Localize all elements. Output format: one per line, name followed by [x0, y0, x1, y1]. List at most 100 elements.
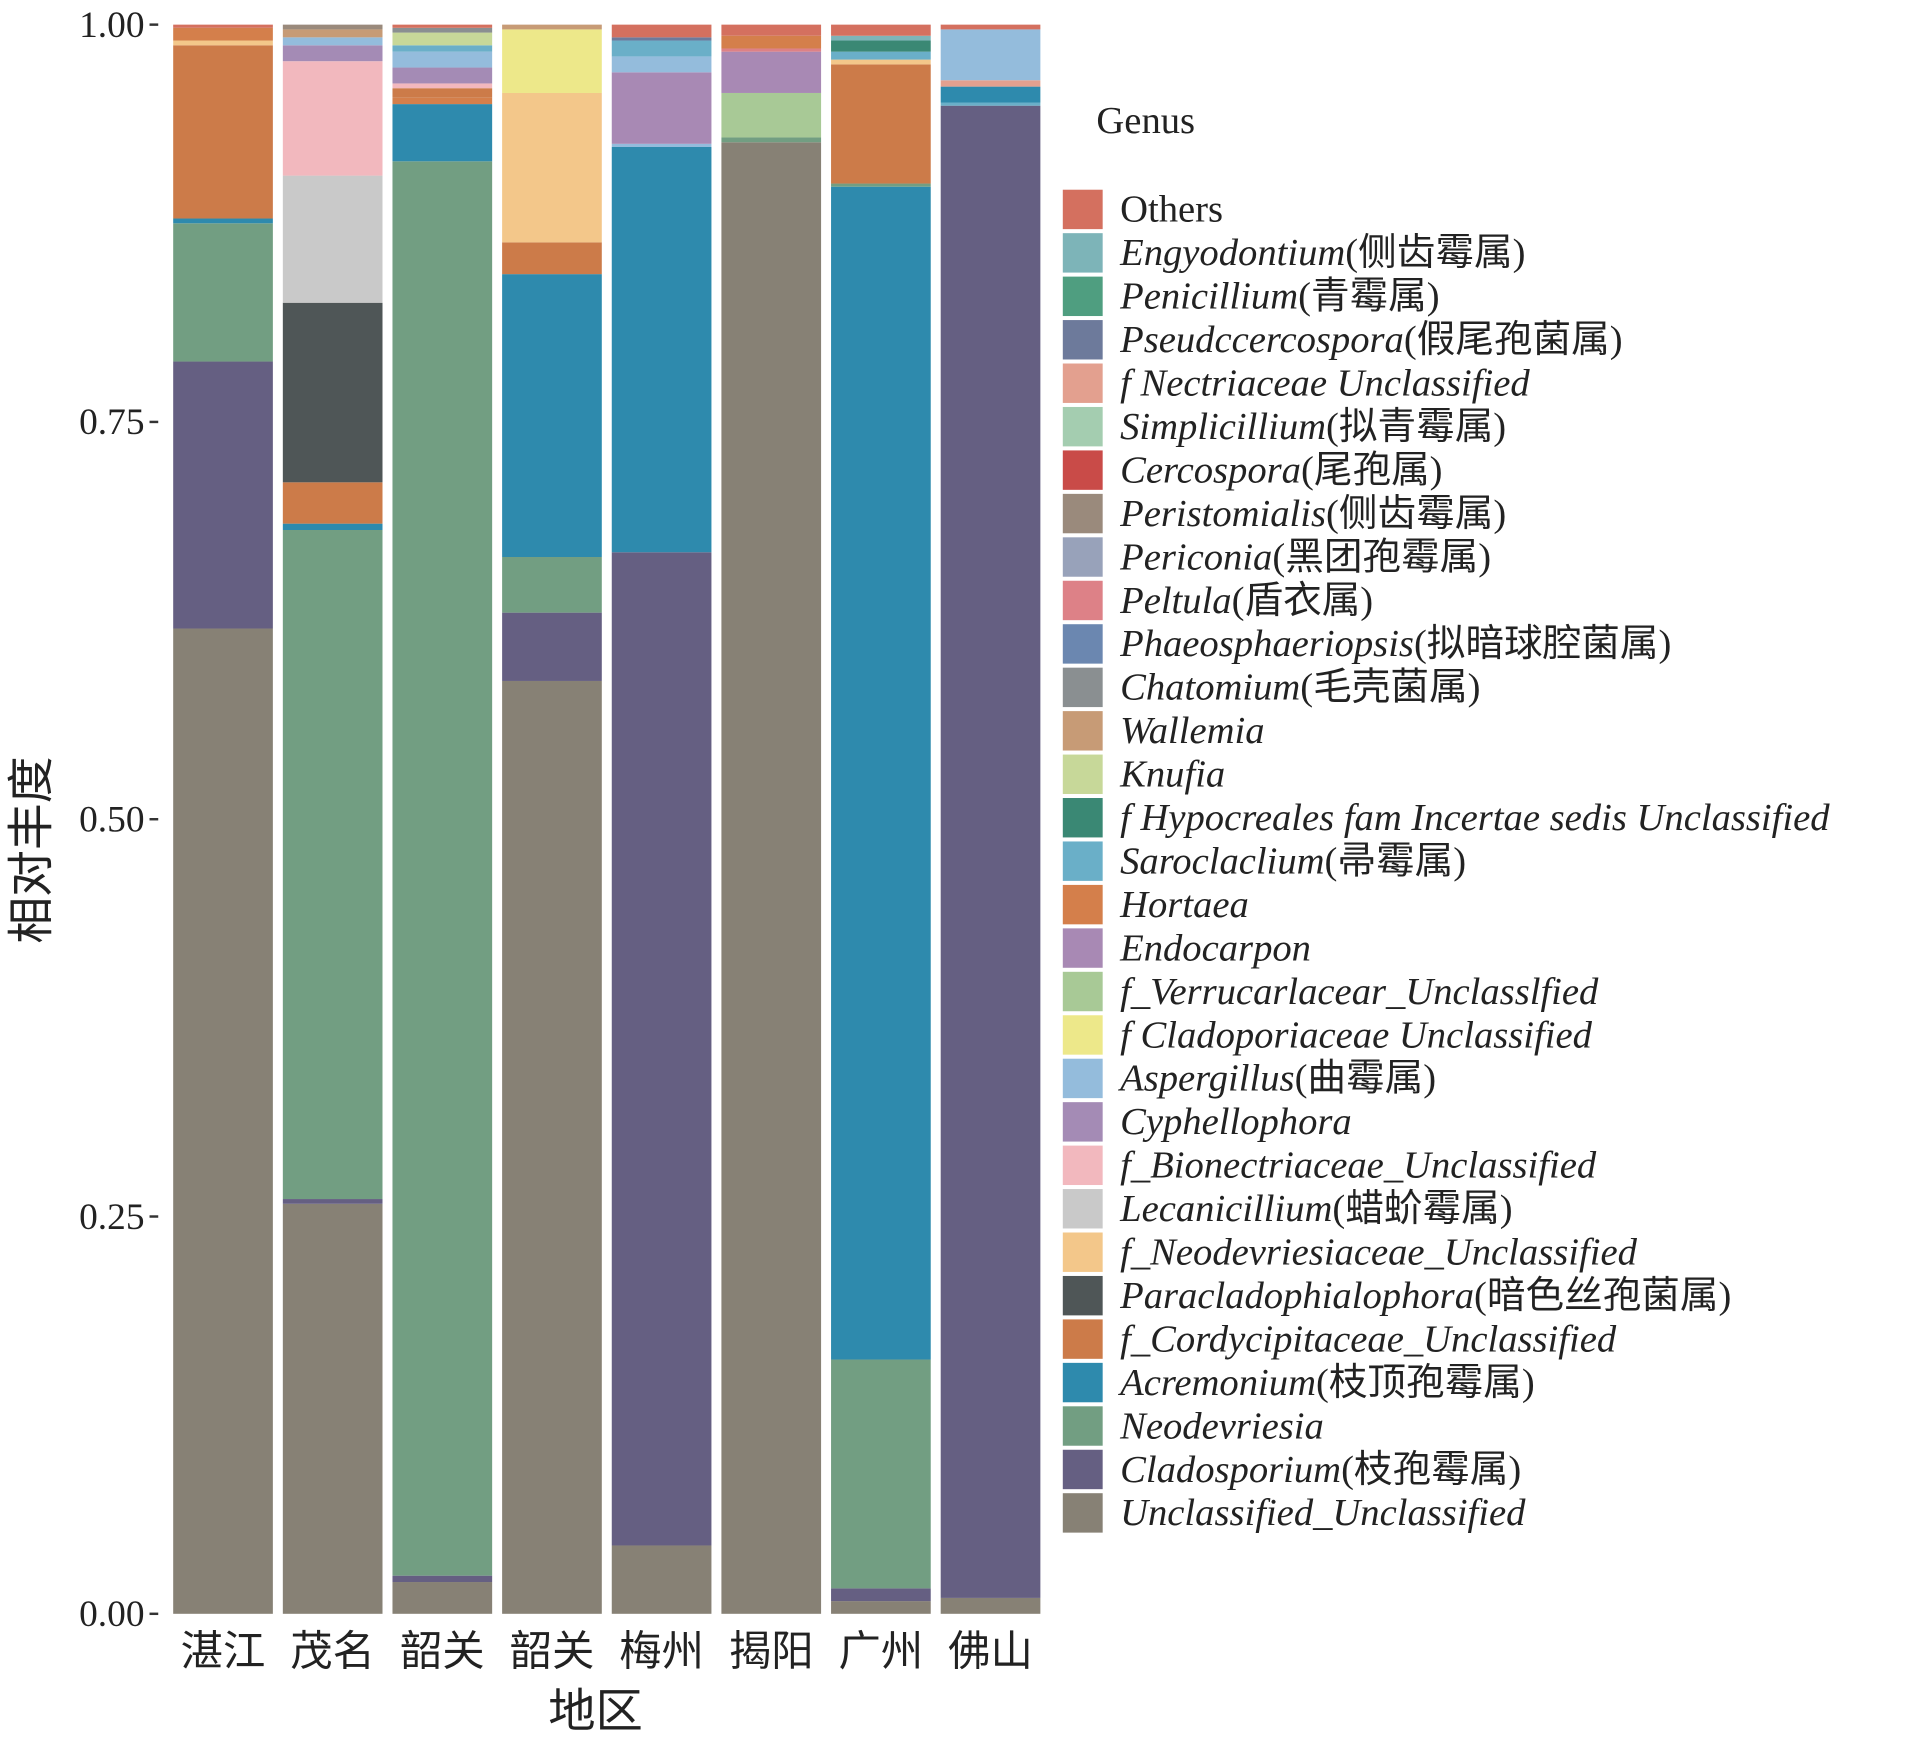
legend-label-latin: Aspergillus	[1117, 1058, 1294, 1100]
bar-segment-aspergillus	[282, 37, 383, 46]
legend-label-latin: Peristomialis	[1119, 493, 1326, 535]
legend-label-latin: Cladosporium	[1120, 1449, 1341, 1491]
legend-label: Simplicillium(拟青霉属)	[1120, 406, 1506, 448]
bar-segment-neodevriesia	[831, 183, 931, 187]
legend-label: Peristomialis(侧齿霉属)	[1119, 493, 1506, 535]
bar-3	[502, 24, 602, 1614]
bar-segment-hortaea	[392, 97, 493, 105]
legend-item: f_Verrucarlacear_Unclasslfied	[1062, 971, 1599, 1013]
legend-label-latin: Paracladophialophora	[1119, 1275, 1474, 1317]
bar-6	[831, 24, 931, 1614]
legend-item: Simplicillium(拟青霉属)	[1062, 406, 1506, 448]
legend-item: Neodevriesia	[1062, 1406, 1324, 1448]
bar-segment-aspergillus	[611, 143, 712, 148]
legend-label-latin: Saroclaclium	[1120, 841, 1324, 883]
legend-swatch	[1062, 884, 1103, 925]
bar-segment-acremonium	[502, 274, 602, 558]
legend-label-plain: (帚霉属)	[1325, 841, 1467, 883]
x-tick-label: 湛江	[181, 1629, 266, 1676]
legend-swatch	[1062, 1102, 1103, 1142]
legend-item: f Nectriaceae Unclassified	[1062, 363, 1530, 405]
bar-segment-others	[940, 24, 1041, 30]
legend-label-latin: Hortaea	[1119, 884, 1249, 926]
bar-segment-neodevriesia	[831, 1359, 931, 1589]
bar-segment-aspergillus	[392, 51, 493, 68]
legend-label-plain: (盾衣属)	[1232, 580, 1374, 622]
bar-segment-others	[173, 24, 273, 28]
legend-label: Phaeosphaeriopsis(拟暗球腔菌属)	[1119, 623, 1671, 665]
legend-swatch	[1062, 537, 1103, 577]
bar-segment-unclassified	[831, 1601, 931, 1614]
legend-swatch	[1062, 1189, 1103, 1229]
legend-label: Periconia(黑团孢霉属)	[1119, 537, 1491, 579]
legend-label-plain: (毛壳菌属)	[1300, 667, 1480, 709]
legend-swatch	[1062, 363, 1103, 403]
bar-segment-saroclaclium	[940, 102, 1041, 106]
bar-segment-unclassified	[940, 1597, 1041, 1614]
bar-segment-wallemia	[282, 29, 383, 38]
legend-label: Cercospora(尾孢属)	[1120, 450, 1442, 492]
legend-swatch	[1062, 841, 1103, 881]
legend-label: Hortaea	[1119, 884, 1249, 926]
legend-label-latin: Unclassified_Unclassified	[1120, 1492, 1526, 1534]
bar-segment-lecanicillium	[282, 175, 383, 303]
legend-swatch	[1062, 276, 1103, 317]
bar-segment-neodevriesia	[502, 557, 602, 613]
bar-segment-unclassified	[721, 142, 822, 1614]
x-axis: 湛江 茂名 韶关 韶关 梅州 揭阳 广州 佛山	[181, 1629, 1033, 1676]
legend-label-plain: (枝孢霉属)	[1341, 1449, 1521, 1491]
y-tick-label: 1.00	[79, 5, 144, 46]
legend-label-plain: (曲霉属)	[1295, 1058, 1437, 1100]
legend-label-latin: Neodevriesia	[1119, 1406, 1324, 1448]
bar-segment-f-bionectriaceae	[282, 61, 383, 176]
legend-swatch	[1062, 1232, 1103, 1272]
legend-label-latin: Wallemia	[1120, 710, 1264, 752]
legend-item: Engyodontium(侧齿霉属)	[1062, 232, 1525, 274]
bar-segment-endocarpon	[721, 51, 822, 93]
bar-segment-unclassified	[282, 1203, 383, 1614]
legend-swatch	[1062, 971, 1103, 1012]
legend-label: Chatomium(毛壳菌属)	[1120, 667, 1480, 709]
bar-segment-acremonium	[831, 186, 931, 1360]
bar-segment-endocarpon	[611, 72, 712, 144]
legend-item: f_Bionectriaceae_Unclassified	[1062, 1145, 1597, 1187]
legend-swatch	[1062, 1362, 1103, 1403]
legend-label-latin: f_Neodevriesiaceae_Unclassified	[1120, 1232, 1638, 1274]
bar-segment-f-nectriaceae	[940, 80, 1041, 87]
bar-segment-neodevriesia	[173, 223, 273, 362]
bar-segment-f-neodevriesiaceae	[831, 59, 931, 65]
legend-label-latin: Engyodontium	[1119, 232, 1345, 274]
bar-segment-hortaea	[173, 27, 273, 41]
legend-item: f Cladoporiaceae Unclassified	[1062, 1014, 1593, 1056]
bar-segment-cladosporium	[940, 105, 1041, 1598]
x-tick-label: 韶关	[510, 1629, 595, 1676]
legend-label: f_Cordycipitaceae_Unclassified	[1120, 1319, 1617, 1361]
legend-label: f Cladoporiaceae Unclassified	[1120, 1014, 1593, 1056]
bar-segment-acremonium	[173, 218, 273, 224]
legend-label: Knufia	[1119, 754, 1225, 796]
legend-item: Cladosporium(枝孢霉属)	[1062, 1449, 1521, 1491]
legend: OthersEngyodontium(侧齿霉属)Penicillium(青霉属)…	[1062, 189, 1830, 1534]
legend-item: Hortaea	[1062, 884, 1249, 926]
y-axis: 0.00 0.25 0.50 0.75 1.00	[79, 5, 159, 1635]
legend-label-latin: Phaeosphaeriopsis	[1119, 623, 1414, 665]
legend-label-plain: (拟青霉属)	[1326, 406, 1506, 448]
legend-item: f Hypocreales fam Incertae sedis Unclass…	[1062, 797, 1830, 839]
bar-segment-knufia	[392, 32, 493, 46]
bar-segment-f-neodevriesiaceae	[502, 92, 602, 243]
legend-item: Chatomium(毛壳菌属)	[1062, 667, 1480, 709]
x-tick-label: 韶关	[400, 1629, 485, 1676]
bar-segment-unclassified	[173, 628, 273, 1614]
bar-segment-aspergillus	[611, 56, 712, 73]
bar-segment-cladosporium	[392, 1575, 493, 1583]
x-axis-title: 地区	[548, 1686, 643, 1737]
y-tick-label: 0.50	[79, 800, 144, 841]
legend-label: f Nectriaceae Unclassified	[1120, 363, 1530, 405]
bar-segment-cyphellophora	[392, 67, 493, 84]
legend-swatch	[1062, 406, 1103, 447]
legend-item: Others	[1062, 189, 1223, 231]
legend-label-latin: Peltula	[1119, 580, 1232, 622]
legend-item: Knufia	[1062, 754, 1225, 796]
legend-swatch	[1062, 233, 1103, 273]
legend-label-plain: (黑团孢霉属)	[1272, 537, 1491, 579]
